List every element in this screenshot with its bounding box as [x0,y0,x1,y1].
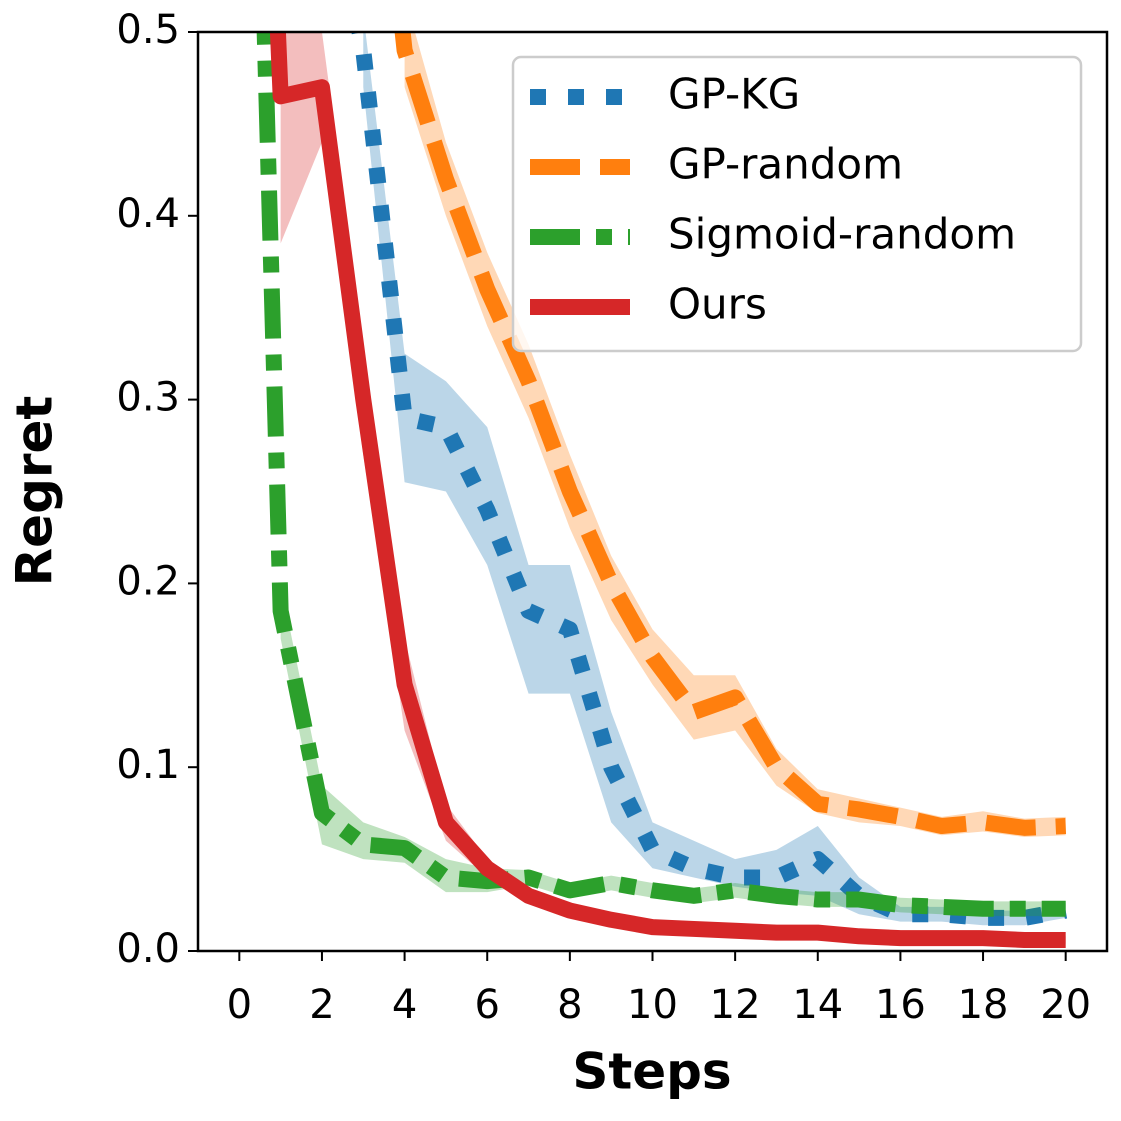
x-tick-label: 0 [227,982,252,1028]
y-tick-label: 0.0 [116,926,180,972]
y-tick-label: 0.1 [116,742,180,788]
y-tick-label: 0.3 [116,375,180,421]
y-tick-label: 0.4 [116,191,180,237]
series-line [269,32,1066,948]
x-tick-label: 2 [309,982,334,1028]
legend-label: GP-KG [668,70,800,119]
y-tick-label: 0.2 [116,558,180,604]
legend-label: GP-random [668,140,903,189]
series-line [351,32,1068,926]
series-line [256,32,1066,917]
legend-label: Sigmoid-random [668,210,1016,259]
x-tick-label: 18 [958,982,1009,1028]
error-band [404,32,1066,838]
x-tick-label: 8 [557,982,582,1028]
x-tick-label: 10 [627,982,678,1028]
x-tick-label: 4 [392,982,417,1028]
plot-area [256,32,1068,948]
series-line [394,32,1067,836]
y-tick-label: 0.5 [116,7,180,53]
legend-box [511,55,1083,353]
x-tick-label: 16 [875,982,926,1028]
x-tick-label: 20 [1040,982,1091,1028]
x-axis-label: Steps [572,1043,731,1101]
x-tick-label: 14 [792,982,843,1028]
y-axis-label: Regret [6,396,64,587]
x-tick-label: 12 [710,982,761,1028]
x-tick-label: 6 [475,982,500,1028]
legend-label: Ours [668,280,767,329]
